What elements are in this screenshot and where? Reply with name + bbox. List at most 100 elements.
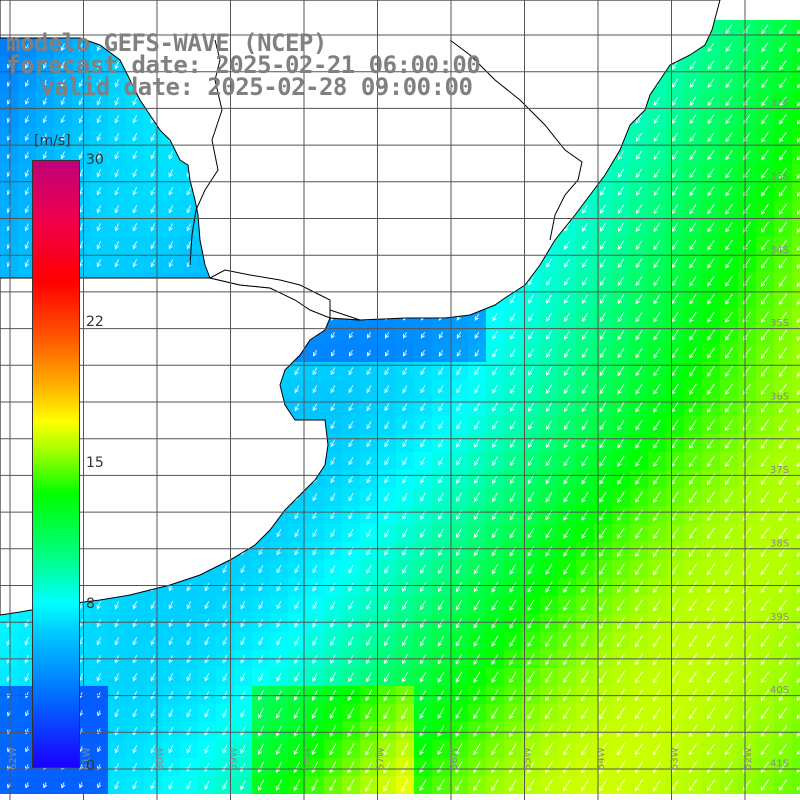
wind-arrow	[635, 383, 643, 395]
wind-arrow	[778, 509, 788, 522]
wind-arrow	[724, 563, 734, 576]
wind-arrow	[688, 509, 697, 522]
wind-arrow	[330, 618, 336, 628]
wind-arrow	[420, 439, 426, 448]
wind-arrow	[689, 347, 697, 359]
wind-arrow	[419, 743, 427, 755]
title-valid-date: valid date: 2025-02-28 09:00:00	[40, 73, 473, 101]
wind-arrow	[348, 457, 354, 466]
wind-arrow	[401, 742, 409, 756]
wind-arrow	[420, 582, 426, 593]
wind-arrow	[60, 43, 65, 52]
wind-arrow	[617, 384, 625, 395]
wind-arrow	[168, 709, 174, 718]
wind-arrow	[419, 761, 427, 774]
wind-cell	[792, 74, 800, 92]
wind-arrow	[599, 455, 607, 467]
wind-arrow	[778, 185, 787, 197]
wind-arrow	[455, 671, 463, 683]
wind-cell	[792, 344, 800, 362]
wind-arrow	[186, 673, 192, 682]
wind-cell	[792, 380, 800, 398]
wind-arrow	[760, 455, 770, 468]
wind-cell	[792, 506, 800, 524]
wind-arrow	[653, 312, 661, 323]
wind-arrow	[365, 689, 373, 702]
wind-arrow	[689, 132, 697, 143]
wind-arrow	[652, 779, 662, 792]
wind-arrow	[222, 762, 228, 772]
wind-arrow	[706, 527, 716, 540]
wind-arrow	[617, 168, 624, 178]
wind-arrow	[492, 456, 498, 466]
wind-arrow	[688, 545, 698, 558]
wind-arrow	[635, 150, 643, 160]
wind-arrow	[545, 420, 553, 431]
wind-arrow	[384, 546, 390, 556]
wind-arrow	[742, 761, 752, 774]
wind-arrow	[689, 329, 697, 341]
wind-arrow	[347, 725, 355, 738]
wind-arrow	[402, 492, 408, 502]
wind-arrow	[725, 204, 733, 215]
wind-cell	[792, 56, 800, 74]
wind-arrow	[509, 743, 517, 756]
wind-cell	[792, 326, 800, 344]
wind-arrow	[581, 491, 589, 503]
wind-arrow	[420, 421, 426, 430]
longitude-label: 54W	[596, 747, 607, 770]
wind-arrow	[329, 689, 337, 701]
wind-arrow	[796, 533, 800, 540]
wind-arrow	[438, 546, 444, 557]
wind-arrow	[348, 475, 354, 484]
wind-arrow	[653, 347, 661, 359]
wind-arrow	[456, 402, 462, 412]
wind-arrow	[132, 673, 138, 682]
wind-arrow	[384, 492, 390, 502]
longitude-label: 56W	[449, 747, 460, 770]
wind-arrow	[348, 385, 354, 394]
wind-arrow	[599, 509, 607, 521]
wind-arrow	[652, 743, 662, 756]
wind-arrow	[742, 545, 752, 558]
wind-arrow	[761, 24, 769, 35]
wind-arrow	[437, 743, 445, 756]
wind-arrow	[96, 97, 101, 106]
wind-arrow	[186, 637, 192, 646]
wind-arrow	[652, 527, 661, 540]
wind-arrow	[240, 565, 246, 574]
wind-arrow	[114, 637, 119, 646]
wind-arrow	[510, 294, 516, 304]
wind-arrow	[330, 564, 336, 574]
wind-arrow	[24, 151, 29, 160]
wind-arrow	[132, 601, 138, 610]
wind-arrow	[204, 601, 210, 610]
wind-arrow	[528, 276, 534, 286]
wind-arrow	[473, 582, 481, 593]
wind-cell	[792, 578, 800, 596]
wind-arrow	[545, 707, 553, 720]
wind-arrow	[96, 259, 101, 268]
wind-arrow	[760, 419, 770, 432]
wind-arrow	[778, 401, 788, 414]
wind-arrow	[725, 60, 733, 71]
wind-arrow	[438, 421, 444, 430]
wind-arrow	[258, 601, 264, 610]
wind-arrow	[671, 96, 679, 106]
wind-arrow	[258, 689, 264, 701]
wind-arrow	[25, 710, 30, 717]
wind-arrow	[491, 689, 499, 702]
wind-arrow	[760, 779, 770, 792]
wind-arrow	[168, 601, 174, 610]
wind-arrow	[778, 293, 788, 305]
wind-arrow	[78, 97, 83, 106]
wind-arrow	[347, 689, 355, 702]
wind-arrow	[222, 780, 228, 790]
wind-arrow	[168, 619, 174, 628]
wind-arrow	[707, 114, 715, 125]
wind-arrow	[330, 582, 336, 592]
wind-arrow	[778, 779, 788, 791]
wind-arrow	[689, 365, 697, 377]
wind-arrow	[778, 329, 788, 341]
wind-arrow	[275, 689, 282, 701]
